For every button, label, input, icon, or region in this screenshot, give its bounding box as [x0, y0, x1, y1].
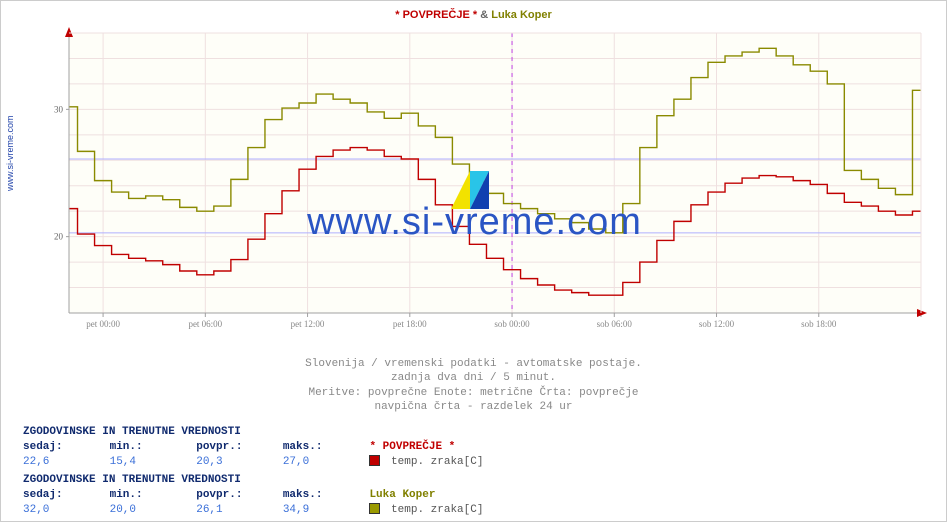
stats-val-max: 27,0	[283, 455, 363, 470]
caption-line-2: zadnja dva dni / 5 minut.	[1, 371, 946, 385]
stats-block-2: ZGODOVINSKE IN TRENUTNE VREDNOSTI sedaj:…	[23, 473, 483, 518]
svg-text:pet 00:00: pet 00:00	[86, 319, 120, 329]
stats-unit: temp. zraka[C]	[391, 503, 483, 518]
stats-label-avg: povpr.:	[196, 440, 276, 455]
title-series-2: Luka Koper	[491, 9, 552, 21]
chart-title: * POVPREČJE * & Luka Koper	[1, 1, 946, 21]
stats-val-now: 32,0	[23, 503, 103, 518]
stats-val-min: 20,0	[110, 503, 190, 518]
stats-unit: temp. zraka[C]	[391, 455, 483, 470]
svg-text:30: 30	[54, 104, 64, 114]
stats-header: ZGODOVINSKE IN TRENUTNE VREDNOSTI	[23, 473, 483, 488]
stats-label-now: sedaj:	[23, 488, 103, 503]
caption-line-1: Slovenija / vremenski podatki - avtomats…	[1, 357, 946, 371]
stats-series-name: * POVPREČJE *	[369, 440, 455, 455]
stats-val-min: 15,4	[110, 455, 190, 470]
title-ampersand: &	[480, 9, 488, 21]
svg-text:sob 00:00: sob 00:00	[494, 319, 530, 329]
stats-val-avg: 20,3	[196, 455, 276, 470]
svg-text:pet 12:00: pet 12:00	[291, 319, 325, 329]
caption-line-3: Meritve: povprečne Enote: metrične Črta:…	[1, 386, 946, 400]
stats-val-avg: 26,1	[196, 503, 276, 518]
stats-label-min: min.:	[110, 440, 190, 455]
stats-label-max: maks.:	[283, 488, 363, 503]
stats-label-min: min.:	[110, 488, 190, 503]
svg-text:sob 12:00: sob 12:00	[699, 319, 735, 329]
title-series-1: * POVPREČJE *	[395, 9, 477, 21]
svg-text:pet 06:00: pet 06:00	[188, 319, 222, 329]
chart-caption: Slovenija / vremenski podatki - avtomats…	[1, 357, 946, 414]
legend-swatch	[369, 503, 380, 514]
stats-header: ZGODOVINSKE IN TRENUTNE VREDNOSTI	[23, 425, 483, 440]
stats-block-1: ZGODOVINSKE IN TRENUTNE VREDNOSTI sedaj:…	[23, 425, 483, 470]
stats-val-max: 34,9	[283, 503, 363, 518]
svg-text:20: 20	[54, 232, 64, 242]
stats-label-avg: povpr.:	[196, 488, 276, 503]
svg-text:sob 06:00: sob 06:00	[597, 319, 633, 329]
watermark-logo-icon	[451, 171, 489, 209]
stats-label-now: sedaj:	[23, 440, 103, 455]
stats-series-name: Luka Koper	[369, 488, 435, 503]
svg-text:sob 18:00: sob 18:00	[801, 319, 837, 329]
stats-label-max: maks.:	[283, 440, 363, 455]
stats-val-now: 22,6	[23, 455, 103, 470]
source-url-vertical: www.si-vreme.com	[5, 115, 15, 191]
legend-swatch	[369, 455, 380, 466]
svg-text:pet 18:00: pet 18:00	[393, 319, 427, 329]
caption-line-4: navpična črta - razdelek 24 ur	[1, 400, 946, 414]
